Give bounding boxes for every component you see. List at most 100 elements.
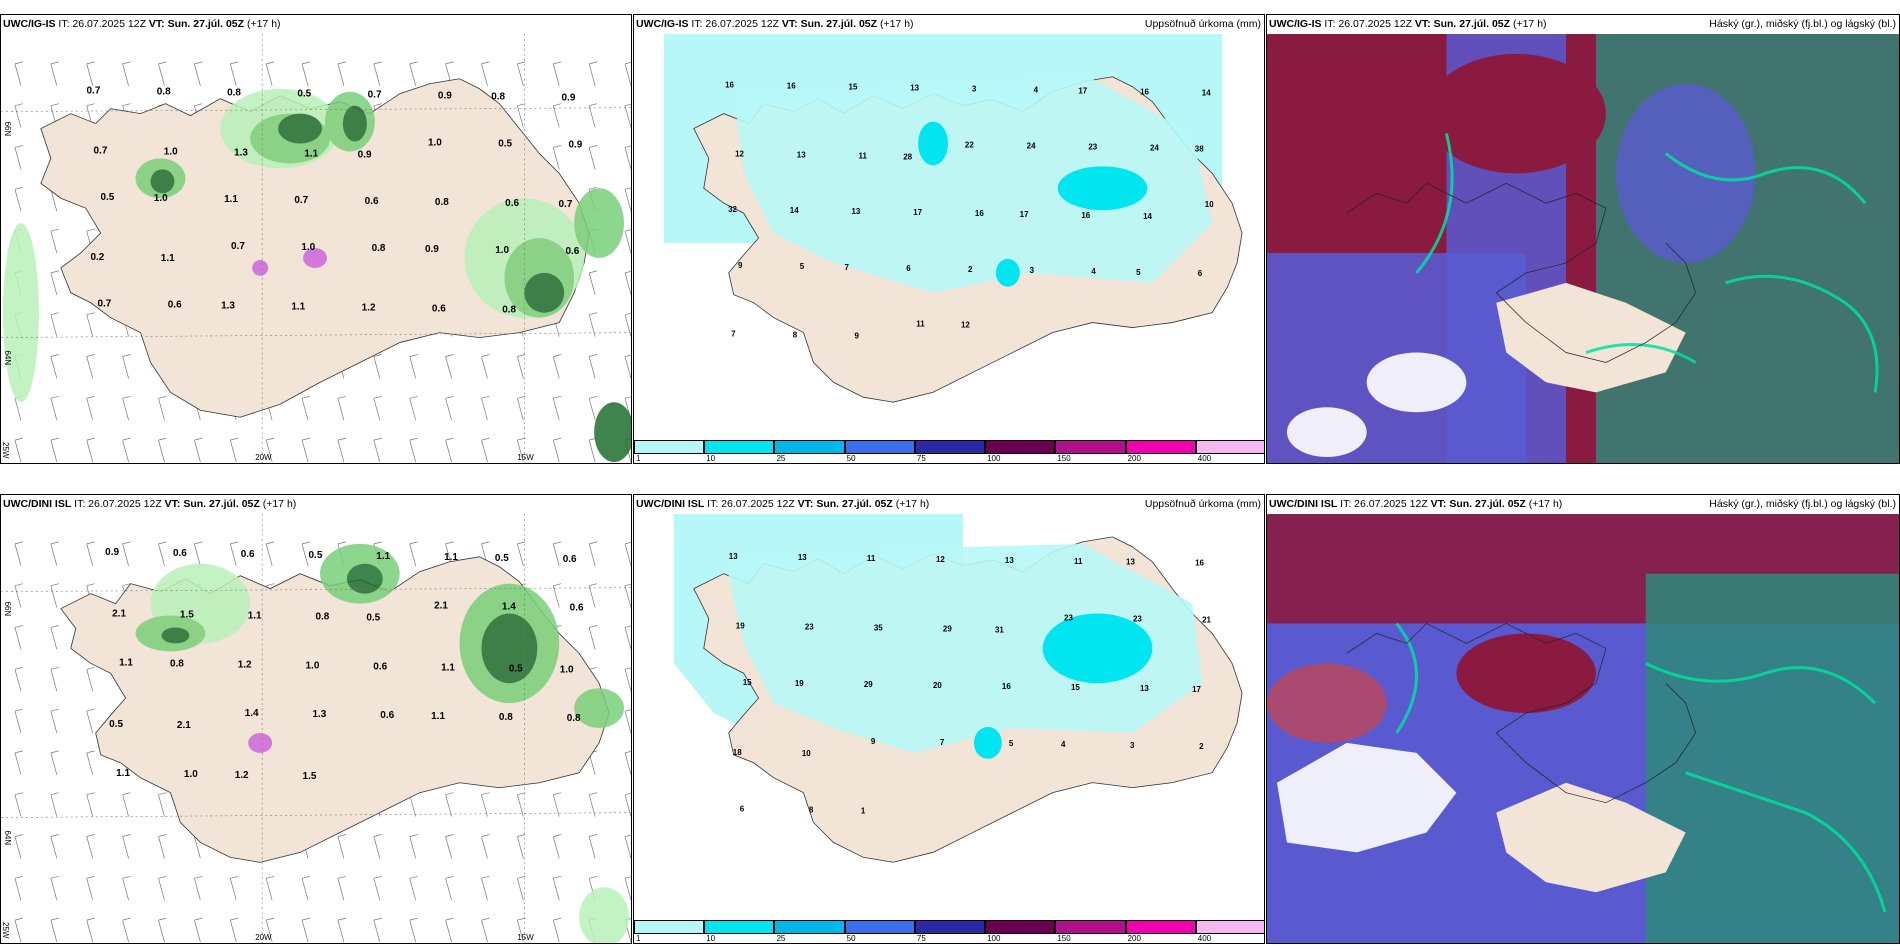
- colorbar-swatch: [844, 440, 915, 454]
- wind-barb: [50, 437, 59, 463]
- wind-barb: [409, 834, 418, 859]
- colorbar-label: 200: [1127, 934, 1141, 943]
- wind-barb: [301, 437, 311, 463]
- colorbar-label: 25: [776, 454, 786, 463]
- colorbar-swatch: [774, 440, 845, 454]
- wind-value-label: 0.6: [168, 300, 182, 311]
- colorbar-swatch: [1195, 920, 1264, 934]
- wind-barb: [552, 875, 562, 901]
- wind-barb: [624, 709, 631, 734]
- field-title: Háský (gr.), miðský (fj.bl.) og lágský (…: [1709, 18, 1896, 30]
- wind-value-label: 0.9: [562, 93, 576, 104]
- wind-barb: [552, 834, 562, 859]
- precip-value-label: 3: [1130, 741, 1135, 750]
- wind-value-label: 0.6: [566, 246, 580, 257]
- wind-value-label: 1.0: [306, 660, 320, 671]
- precip-value-label: 14: [1143, 212, 1152, 221]
- wind-barb: [122, 354, 131, 379]
- wind-value-label: 0.6: [173, 548, 187, 559]
- wind-green-areas: [2, 88, 631, 462]
- colorbar-label: 150: [1057, 934, 1071, 943]
- valid-label: VT:: [1414, 18, 1431, 30]
- lon-label-15: 15W: [517, 453, 534, 462]
- wind-value-label: 2.1: [112, 609, 126, 620]
- wind-barb: [86, 312, 95, 337]
- precip-area-medium: [1057, 166, 1148, 211]
- colorbar: 1 10 25 50 75 100 150 200 400: [634, 917, 1264, 943]
- wind-barb: [86, 792, 95, 817]
- wind-value-label: 0.6: [365, 196, 379, 207]
- valid-time: Sun. 27.júl. 05Z: [816, 498, 893, 510]
- precip-value-label: 29: [864, 680, 873, 689]
- wind-barb: [481, 437, 490, 463]
- precip-value-label: 11: [858, 151, 867, 160]
- wind-barb: [158, 437, 167, 463]
- precip-value-label: 22: [965, 140, 974, 149]
- wind-value-label: 1.0: [495, 245, 509, 256]
- precip-value-label: 16: [1195, 559, 1204, 568]
- precip-value-label: 35: [874, 623, 883, 632]
- lon-label-25: 25W: [1, 922, 10, 939]
- wind-barb: [301, 61, 311, 86]
- wind-value-labels: 0.9 0.6 0.6 0.5 1.1 1.1 0.5 0.6 2.1 1.5 1.1 0.8 0.5 2…: [105, 547, 584, 782]
- wind-barb: [158, 395, 167, 421]
- cloud-map-svg: [1267, 514, 1899, 943]
- wind-barb: [50, 61, 59, 86]
- precip-value-label: 20: [933, 681, 942, 690]
- wind-barb: [14, 875, 24, 901]
- wind-barb: [14, 750, 24, 775]
- colorbar-label: 400: [1197, 934, 1212, 943]
- wind-barb: [50, 312, 59, 337]
- cloud-map-svg: [1267, 34, 1899, 463]
- wind-barb: [14, 917, 24, 943]
- colorbar-label: 100: [987, 454, 1001, 463]
- colorbar-label: 10: [706, 934, 716, 943]
- wind-value-label: 1.1: [291, 302, 305, 313]
- wind-barb: [517, 354, 526, 379]
- precip-value-label: 15: [849, 83, 858, 92]
- colorbar-label: 200: [1127, 454, 1141, 463]
- model-name: UWC/DINI ISL: [3, 498, 72, 510]
- colorbar-swatch: [1195, 440, 1264, 454]
- wind-value-label: 1.1: [304, 148, 318, 159]
- wind-barb: [122, 395, 131, 421]
- cloud-contours: [1395, 622, 1887, 913]
- panel-header: UWC/IG-IS IT: 26.07.2025 12Z VT: Sun. 27…: [1267, 15, 1899, 34]
- wind-barb: [301, 541, 311, 566]
- precip-value-label: 16: [975, 209, 984, 218]
- wind-barb: [373, 61, 382, 86]
- panel-clouds-top: UWC/IG-IS IT: 26.07.2025 12Z VT: Sun. 27…: [1266, 14, 1900, 464]
- lon-label-20: 20W: [255, 453, 272, 462]
- wind-barb: [624, 876, 631, 901]
- precip-value-label: 13: [797, 150, 806, 159]
- wind-value-label: 1.2: [235, 770, 249, 781]
- lon-label-20: 20W: [255, 933, 272, 942]
- wind-barb: [409, 541, 418, 566]
- panel-wind-top: UWC/IG-IS IT: 26.07.2025 12Z VT: Sun. 27…: [0, 14, 632, 464]
- precip-value-label: 6: [1198, 269, 1203, 278]
- wind-barb: [517, 61, 526, 86]
- wind-barb: [14, 541, 24, 566]
- precip-value-label: 12: [936, 555, 945, 564]
- wind-barb: [158, 875, 167, 901]
- wind-barb: [50, 792, 59, 817]
- wind-value-label: 0.9: [425, 244, 439, 255]
- wind-barb: [445, 834, 454, 859]
- wind-barb: [50, 875, 59, 901]
- wind-barb: [50, 270, 59, 295]
- wind-value-label: 1.0: [428, 137, 442, 148]
- wind-barb: [337, 437, 346, 463]
- wind-barb: [86, 395, 95, 421]
- wind-value-label: 0.7: [87, 86, 101, 97]
- lat-label-66: 66N: [3, 602, 12, 617]
- wind-barb: [194, 875, 203, 901]
- wind-value-label: 0.6: [373, 661, 387, 672]
- precip-map: 13 13 11 12 13 11 13 16 19 23 35 29 31 23 23 21 15 19 29 20…: [634, 514, 1264, 917]
- panel-clouds-bottom: UWC/DINI ISL IT: 26.07.2025 12Z VT: Sun.…: [1266, 494, 1900, 944]
- precip-value-label: 28: [903, 152, 912, 161]
- precip-value-label: 13: [729, 552, 738, 561]
- wind-value-label: 1.1: [376, 551, 390, 562]
- wind-barb: [588, 625, 598, 650]
- wind-value-label: 1.1: [119, 657, 133, 668]
- precip-value-label: 5: [800, 262, 805, 271]
